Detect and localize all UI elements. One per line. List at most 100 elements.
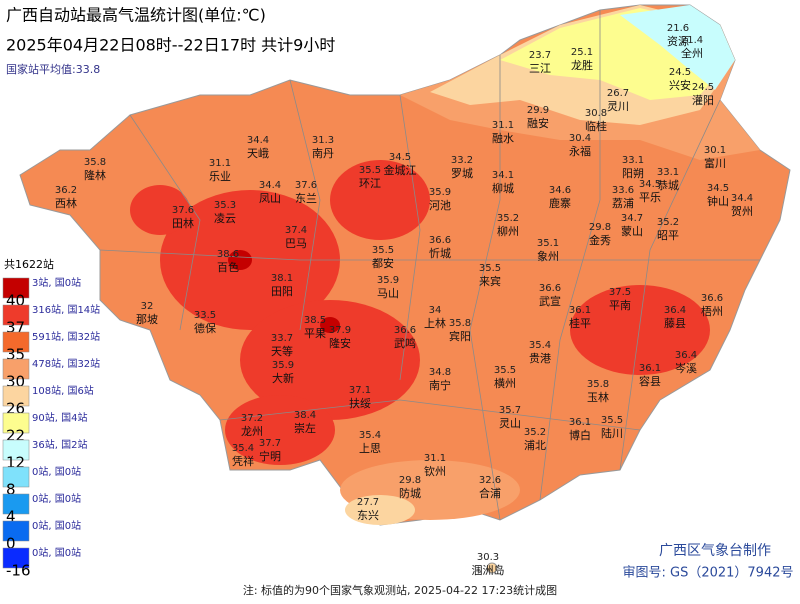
station-name: 象州 [537,250,559,263]
station-value: 33.1 [622,155,644,166]
station-name: 田阳 [271,285,293,298]
station-name: 兴安 [669,78,691,92]
station-name: 合浦 [479,486,501,500]
station-value: 34 [429,305,442,316]
station-value: 37.6 [172,205,194,216]
station-name: 钟山 [707,194,729,208]
station-name: 昭平 [657,229,679,242]
station-name: 都安 [372,256,394,270]
legend-count: 90站, 国4站 [32,411,87,424]
station-value: 37.2 [241,413,263,424]
title: 广西自动站最高气温统计图(单位:℃) [6,6,266,25]
station-name: 柳州 [497,224,519,238]
station-name: 梧州 [701,304,723,318]
station-value: 38.4 [294,410,316,421]
station-name: 东兰 [295,192,317,205]
station-name: 阳朔 [622,167,644,180]
station-value: 35.4 [359,430,381,441]
legend-swatch [2,466,30,488]
hot-area [225,395,335,465]
legend-boundary: 4 [6,508,16,526]
station-name: 东兴 [357,509,379,522]
station-value: 35.5 [494,365,516,376]
map-shading [19,4,791,574]
station-value: 29.8 [589,222,611,233]
station-value: 29.9 [527,105,549,116]
station-value: 36.4 [664,305,686,316]
station-name: 贺州 [731,205,753,218]
station-name: 上林 [424,316,446,330]
station-name: 资源 [667,34,689,48]
station-value: 35.3 [214,200,236,211]
station-name: 柳城 [492,181,514,195]
hot-area [570,285,710,375]
legend-total: 共1622站 [4,257,54,271]
station-name: 隆安 [329,336,351,350]
station-value: 35.9 [429,187,451,198]
station-value: 34.1 [492,170,514,181]
station-name: 扶绥 [349,396,371,410]
station-value: 35.7 [499,405,521,416]
station-value: 31.1 [209,158,231,169]
station-name: 凌云 [214,211,236,225]
station-name: 融水 [492,132,514,145]
station-value: 35.8 [84,157,106,168]
station-name: 浦北 [524,439,546,452]
station-name: 罗城 [451,167,473,180]
station-value: 35.5 [479,263,501,274]
station-name: 藤县 [664,317,686,330]
station-name: 天峨 [247,147,269,160]
legend-count: 3站, 国0站 [32,276,81,289]
station-name: 平南 [609,299,631,312]
island [486,562,498,574]
station-value: 35.2 [497,213,519,224]
station-value: 38.1 [271,273,293,284]
station-name: 凭祥 [232,454,254,468]
station-name: 容县 [639,374,661,388]
station-value: 35.8 [449,318,471,329]
station-value: 35.9 [377,275,399,286]
legend-swatch [2,493,30,515]
legend-boundary: 0 [6,535,16,553]
station-name: 金城江 [384,163,417,177]
station-name: 河池 [429,199,451,212]
legend-swatch [2,331,30,353]
legend-swatch [2,439,30,461]
legend-count: 36站, 国2站 [32,438,87,451]
station-value: 35.9 [272,360,294,371]
station-value: 36.1 [569,305,591,316]
station-name: 防城 [399,486,421,500]
station-value: 35.5 [359,165,381,176]
station-name: 灌阳 [692,94,714,107]
average: 国家站平均值:33.8 [6,62,100,76]
footer-note: 注: 标值的为90个国家气象观测站, 2025-04-22 17:23统计成图 [243,583,557,597]
station-name: 玉林 [587,390,609,404]
station-value: 34.5 [707,183,729,194]
station-value: 34.5 [389,152,411,163]
station-name: 南宁 [429,378,451,392]
station-value: 33.6 [612,185,634,196]
station-name: 灵山 [499,417,521,430]
station-name: 陆川 [601,426,623,440]
station-name: 上思 [359,442,381,455]
legend-count: 0站, 国0站 [32,519,81,532]
legend-swatch [2,277,30,299]
station-name: 马山 [377,287,399,300]
hottest-area [228,250,252,270]
station-value: 35.4 [232,443,254,454]
station-name: 临桂 [585,119,607,133]
station-name: 忻城 [429,247,451,260]
station-value: 35.1 [537,238,559,249]
station-value: 35.5 [372,245,394,256]
station-name: 那坡 [136,313,158,326]
cold-area [620,5,735,90]
station-name: 平果 [304,327,326,340]
station-name: 大新 [272,371,294,385]
station-value: 37.4 [285,225,307,236]
station-value: 24.5 [669,67,691,78]
station-value: 21.4 [681,35,703,46]
station-value: 36.6 [539,283,561,294]
